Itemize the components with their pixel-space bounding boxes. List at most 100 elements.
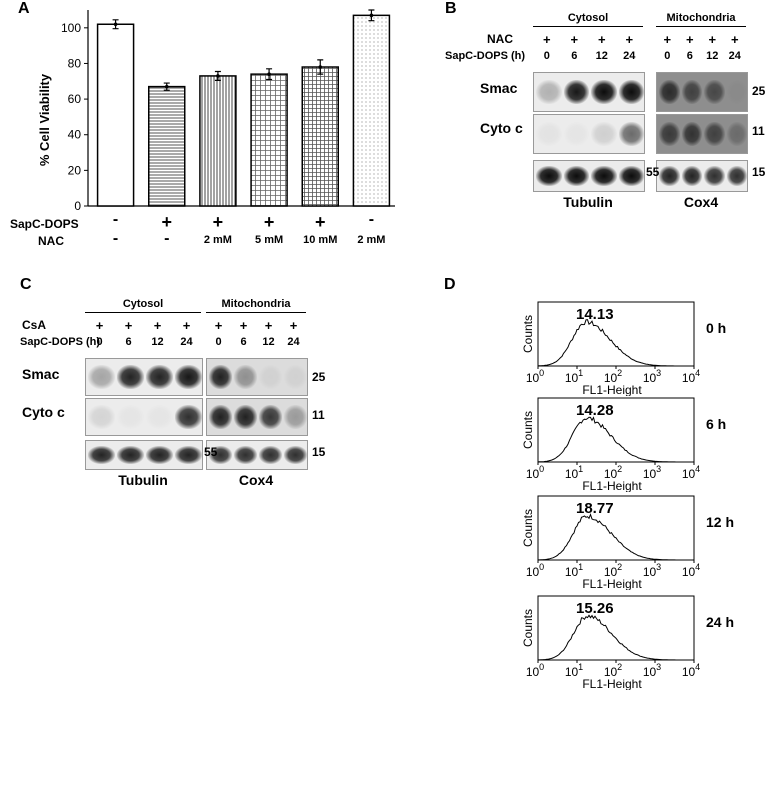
flow-histogram: Counts 100 101 102 103 104 FL1-Height 14.13 0 h [500,300,778,396]
mw-marker: 55 [204,445,218,459]
sapc-value: + [314,212,326,232]
lane-plus: + [685,32,694,47]
lane-time: 24 [180,336,193,348]
mw-marker: 11 [312,408,325,422]
blot-band [284,365,307,389]
x-tick-label: 100 [526,662,544,679]
cyto-smac-blot-row [85,358,203,396]
blot-band [704,79,725,105]
mean-fluorescence-value: 18.77 [576,500,614,517]
nac-row-label: NAC [38,234,64,248]
lane-time: 24 [287,336,300,348]
lane-plus: + [597,32,606,47]
lane-plus: + [730,32,739,47]
blot-band [209,365,232,389]
bar [301,66,339,207]
blot-band [234,446,257,464]
counts-axis-label: Counts [521,609,535,647]
blot-band [591,121,617,147]
nac-value: - [112,230,119,247]
mw-marker: 25 [752,84,766,98]
lane-time: 6 [686,50,693,62]
blot-band [681,166,702,186]
mitochondria-title: Mitochondria [656,12,746,27]
lane-time: 12 [706,50,719,62]
time-point-label: 0 h [706,320,727,336]
blot-band [117,405,144,429]
blot-band [681,79,702,105]
fl1-axis-label: FL1-Height [582,383,642,396]
time-label: SapC-DOPS (h) [445,50,526,62]
bar-mean-point [216,74,220,78]
mean-fluorescence-value: 14.13 [576,306,614,323]
y-tick-label: 40 [68,128,82,142]
cyto-cytoc-blot-row [533,114,645,154]
x-tick-label: 104 [682,464,700,481]
counts-axis-label: Counts [521,315,535,353]
bar [148,85,186,207]
nac-value: 10 mM [303,234,338,246]
mito-cytoc-blot-row [656,114,748,154]
blot-band [536,121,562,147]
flow-histogram: Counts 100 101 102 103 104 FL1-Height 14.28 6 h [500,396,778,492]
panel-letter-b: B [445,0,457,17]
fl1-axis-label: FL1-Height [582,479,642,492]
bar [250,73,288,207]
lane-plus: + [570,32,579,47]
bar-mean-point [164,84,169,89]
counts-axis-label: Counts [521,509,535,547]
smac-row-label: Smac [480,80,518,96]
blot-band [659,166,680,186]
mw-marker: 15 [312,445,326,459]
lane-time: 6 [125,336,132,348]
bar-mean-point [318,65,323,69]
lane-plus: + [153,318,162,333]
lane-time: 0 [664,50,671,62]
viability-bar-chart: 0 20 40 60 80 100 % Cell Viability [37,9,395,213]
bar [199,75,237,207]
cytosol-title: Cytosol [85,298,201,313]
fl1-axis-label: FL1-Height [582,577,642,590]
y-tick-label: 0 [74,199,81,213]
mito-cox4-blot-row [206,440,308,470]
mw-marker: 55 [646,165,660,179]
blot-band [234,405,257,429]
tubulin-label: Tubulin [563,194,613,210]
histogram-curve [537,319,694,367]
sapc-row-label: SapC-DOPS [10,217,79,231]
blot-band [726,79,747,105]
cyto-tubulin-blot-row [533,160,645,192]
time-point-label: 6 h [706,416,727,432]
y-tick-label: 80 [68,56,82,70]
mw-marker: 25 [312,370,326,384]
nac-value: - [164,230,170,247]
tubulin-label: Tubulin [118,472,168,488]
nac-value: 2 mM [203,234,232,246]
blot-band [259,405,282,429]
y-axis-label: % Cell Viability [37,73,52,166]
blot-band [704,121,725,147]
blot-band [259,446,282,464]
histogram-curve [537,614,694,661]
lane-time: 0 [543,50,550,62]
histogram-curve [537,513,694,561]
blot-band [618,166,644,186]
nac-value: 2 mM [357,234,386,246]
time-point-label: 12 h [706,514,735,530]
blot-band [659,79,680,105]
flow-histogram: Counts 100 101 102 103 104 FL1-Height 18.77 12 h [500,494,778,590]
mito-smac-blot-row [656,72,748,112]
cyto-tubulin-blot-row [85,440,203,470]
bar-mean-point [267,72,271,76]
bar [96,23,135,207]
lane-time: 24 [623,50,636,62]
bar-mean-point [369,13,374,18]
x-tick-label: 104 [682,662,700,679]
cyto-smac-blot-row [533,72,645,112]
cox4-label: Cox4 [683,194,719,210]
treatment-label: NAC [487,32,513,46]
sapc-value: - [112,211,119,228]
blot-band [146,365,173,389]
x-tick-label: 104 [682,562,700,579]
